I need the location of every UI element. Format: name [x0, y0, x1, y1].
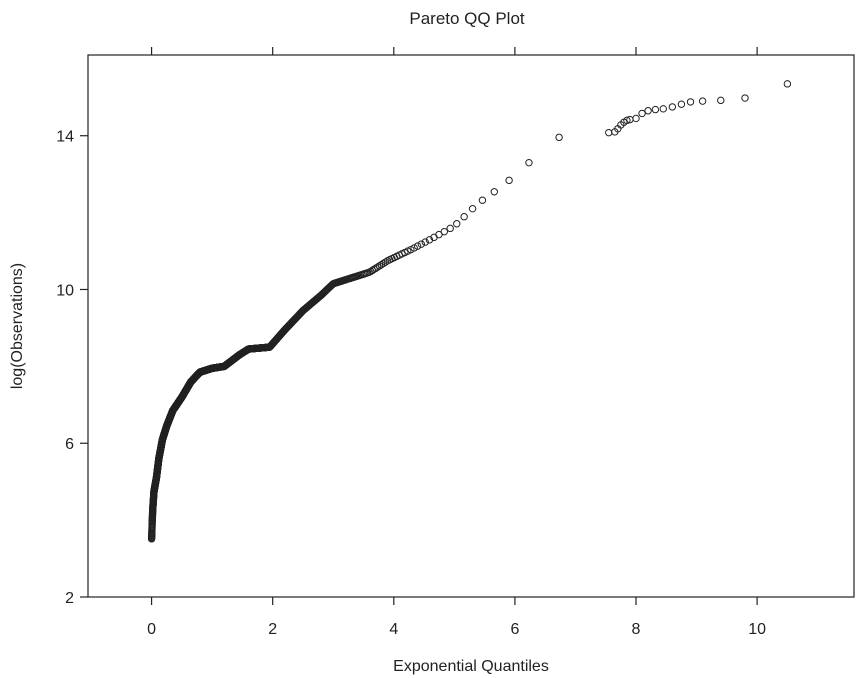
x-tick-label: 0 [147, 621, 156, 638]
data-point [372, 264, 380, 272]
data-point [381, 258, 390, 266]
x-tick-label: 2 [268, 621, 277, 638]
data-point [468, 204, 477, 213]
data-point [638, 109, 646, 118]
data-point [417, 240, 426, 248]
data-point [677, 100, 686, 108]
data-point [555, 133, 563, 142]
data-point [373, 263, 382, 271]
y-axis-label: log(Observations) [9, 263, 26, 389]
data-point [413, 242, 422, 250]
y-tick-label: 2 [65, 590, 74, 607]
y-tick-label: 14 [56, 129, 74, 146]
data-point [741, 94, 749, 102]
x-tick-label: 8 [632, 621, 641, 638]
data-point [644, 107, 652, 115]
data-point [668, 103, 677, 111]
data-point [453, 220, 461, 228]
data-point [490, 188, 498, 196]
data-point [651, 105, 660, 114]
data-point [375, 262, 384, 270]
data-point [605, 128, 613, 137]
data-point [783, 80, 792, 88]
x-tick-label: 4 [389, 621, 398, 638]
data-point [505, 176, 513, 185]
plot-frame [87, 54, 855, 598]
data-point [717, 96, 725, 105]
data-point [525, 159, 533, 167]
data-point [686, 98, 695, 106]
axis-ticks: 0 2 4 6 8 10 2 6 10 14 [56, 47, 766, 638]
data-point [446, 224, 454, 233]
data-point [698, 97, 707, 105]
data-point [440, 227, 448, 236]
x-tick-label: 6 [510, 621, 519, 638]
data-point [377, 260, 386, 269]
y-tick-label: 6 [65, 436, 74, 453]
data-point [632, 114, 640, 123]
chart-title: Pareto QQ Plot [409, 9, 525, 28]
data-point [421, 238, 429, 246]
data-points [147, 80, 792, 543]
x-axis-label: Exponential Quantiles [393, 658, 549, 675]
y-tick-label: 10 [56, 282, 74, 299]
data-point [410, 244, 418, 252]
data-point [460, 213, 468, 221]
data-point [623, 116, 631, 125]
x-tick-label: 10 [748, 621, 766, 638]
data-point [478, 196, 487, 204]
data-point [659, 105, 667, 113]
